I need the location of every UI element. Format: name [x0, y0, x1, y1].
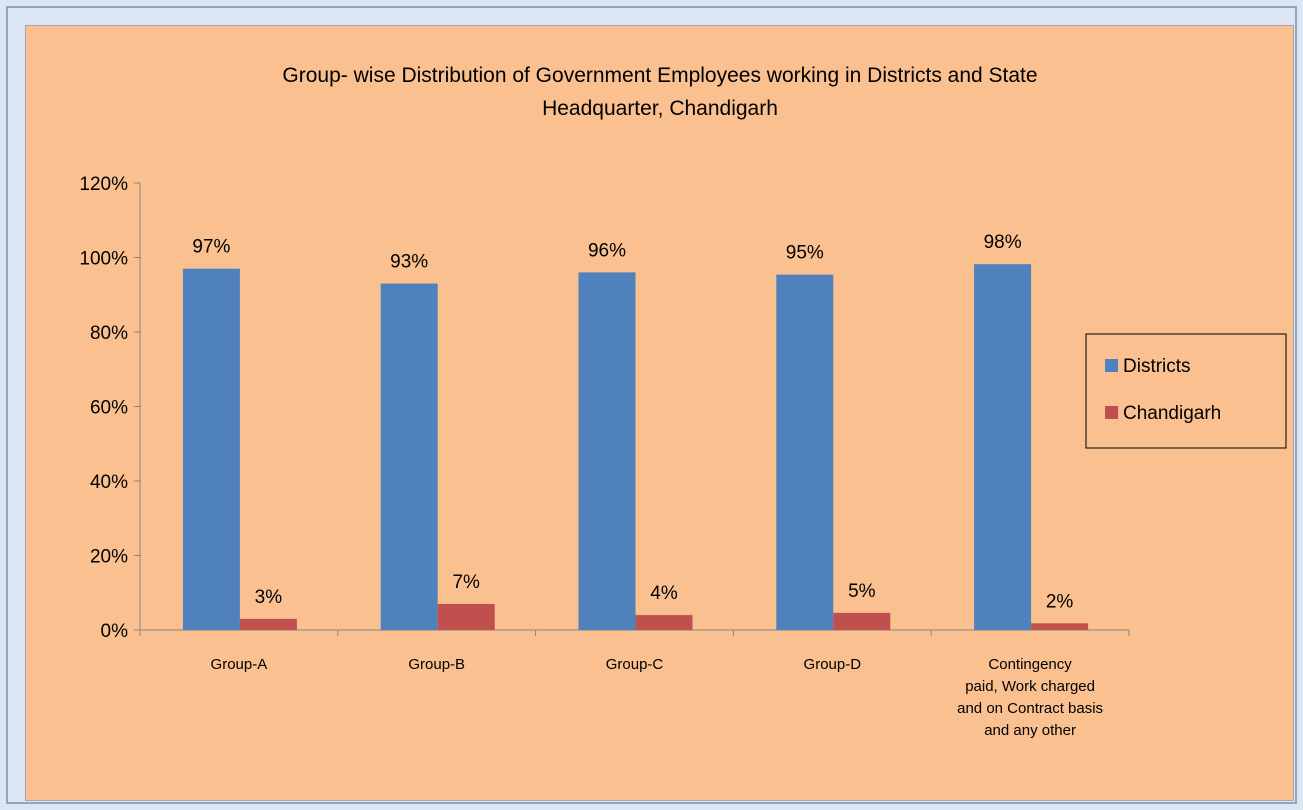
y-tick-label: 80% — [90, 323, 128, 344]
bar-chandigarh — [239, 618, 297, 630]
data-labels: 97% 93% 96% 95% 98% 3% 7% 4% 5% 2% — [192, 232, 1073, 612]
bars — [182, 264, 1089, 630]
y-tick-label: 20% — [90, 547, 128, 568]
bar-districts — [578, 272, 636, 630]
x-category-label: Group-C — [606, 656, 664, 673]
bar-chart: Group- wise Distribution of Government E… — [79, 64, 1287, 739]
data-label-chandigarh: 4% — [650, 583, 678, 604]
y-tick-label: 100% — [79, 249, 128, 270]
x-category-label: Contingency — [988, 656, 1072, 673]
y-tick-label: 0% — [101, 621, 129, 642]
data-label-chandigarh: 5% — [848, 581, 876, 602]
data-label-districts: 97% — [192, 237, 230, 258]
x-category-label: and on Contract basis — [957, 700, 1103, 717]
bar-districts — [182, 268, 240, 630]
legend: Districts Chandigarh — [1085, 333, 1287, 449]
y-tick-label: 60% — [90, 398, 128, 419]
data-label-districts: 95% — [786, 243, 824, 264]
legend-swatch-chandigarh — [1105, 406, 1118, 419]
chart-frame: Group- wise Distribution of Government E… — [6, 6, 1297, 804]
legend-label-districts: Districts — [1123, 356, 1191, 377]
bar-districts — [776, 274, 834, 630]
x-category-label: and any other — [984, 722, 1076, 739]
axes: 0% 20% 40% 60% 80% 100% 120% Group-A Group-B Grou… — [79, 174, 1130, 739]
bar-chandigarh — [1031, 623, 1089, 630]
data-label-chandigarh: 7% — [452, 572, 480, 593]
data-label-chandigarh: 3% — [255, 587, 283, 608]
legend-box — [1085, 333, 1287, 449]
x-category-label: Group-D — [804, 656, 862, 673]
bar-chandigarh — [635, 615, 693, 630]
data-label-chandigarh: 2% — [1046, 591, 1074, 612]
chart-title-line: Headquarter, Chandigarh — [542, 97, 778, 120]
legend-swatch-districts — [1105, 359, 1118, 372]
x-category-label: Group-B — [408, 656, 465, 673]
x-category-label: paid, Work charged — [965, 678, 1095, 695]
bar-districts — [974, 264, 1032, 630]
data-label-districts: 96% — [588, 240, 626, 261]
x-category-label: Group-A — [211, 656, 268, 673]
chart-title-line: Group- wise Distribution of Government E… — [282, 64, 1037, 87]
bar-chandigarh — [833, 612, 891, 630]
bar-districts — [380, 283, 438, 630]
bar-chandigarh — [437, 603, 495, 630]
chart-area: Group- wise Distribution of Government E… — [25, 25, 1294, 801]
y-tick-label: 40% — [90, 472, 128, 493]
y-tick-label: 120% — [79, 174, 128, 195]
legend-label-chandigarh: Chandigarh — [1123, 403, 1221, 424]
data-label-districts: 98% — [984, 232, 1022, 253]
chart-title: Group- wise Distribution of Government E… — [282, 64, 1037, 120]
data-label-districts: 93% — [390, 252, 428, 273]
